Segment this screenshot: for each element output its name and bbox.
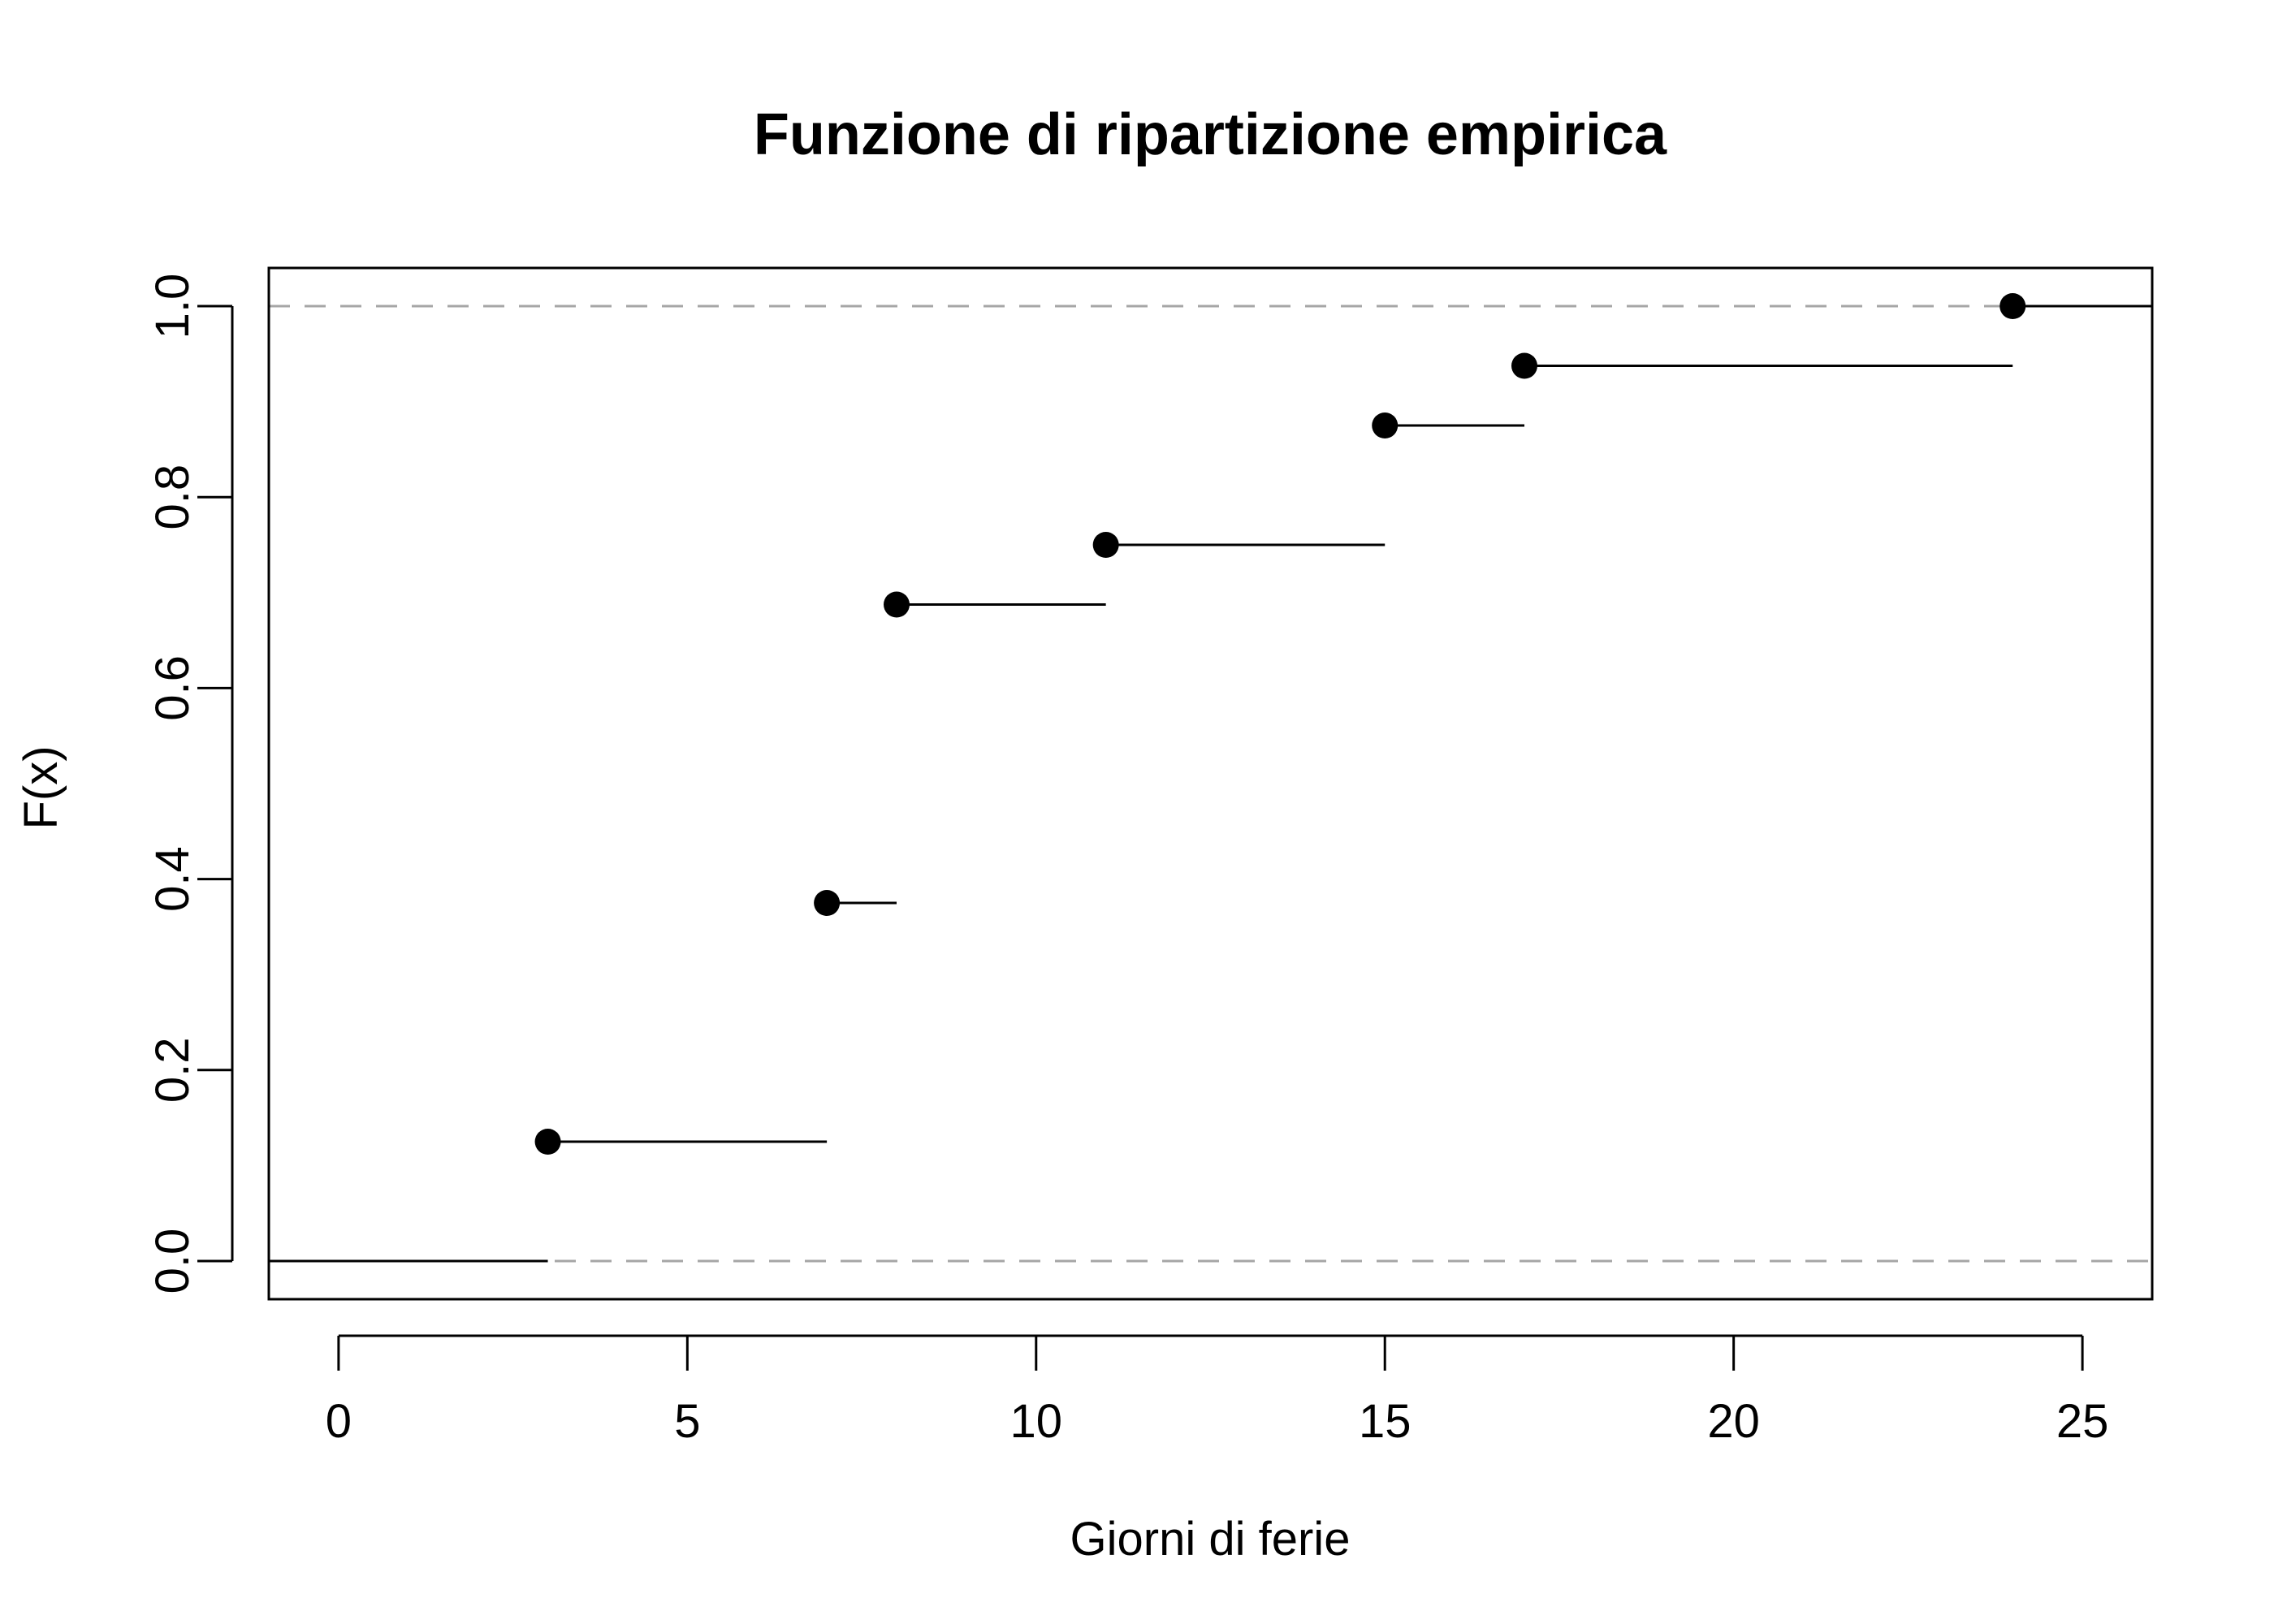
step-point xyxy=(1372,412,1399,438)
step-point xyxy=(534,1129,561,1155)
step-point xyxy=(814,890,841,916)
x-tick-label: 15 xyxy=(1359,1395,1412,1448)
reference-lines xyxy=(269,304,2152,1263)
x-tick-label: 10 xyxy=(1010,1395,1063,1448)
step-point xyxy=(1999,293,2026,319)
x-axis-label: Giorni di ferie xyxy=(1070,1513,1351,1566)
x-tick-label: 5 xyxy=(674,1395,700,1448)
y-tick-label: 0.6 xyxy=(146,655,199,721)
plot-frame xyxy=(267,266,2154,1301)
y-axis: 0.0 0.2 0.4 0.6 0.8 1.0 xyxy=(146,274,234,1294)
y-tick-label: 0.8 xyxy=(146,464,199,530)
x-tick-label: 25 xyxy=(2056,1395,2109,1448)
y-tick-label: 0.2 xyxy=(146,1037,199,1103)
step-point xyxy=(1092,532,1119,558)
y-tick-label: 0.4 xyxy=(146,846,199,912)
step-point xyxy=(884,591,910,618)
data-layer xyxy=(269,293,2152,1263)
y-tick-label: 1.0 xyxy=(146,274,199,339)
chart-title: Funzione di ripartizione empirica xyxy=(754,102,1667,167)
y-tick-label: 0.0 xyxy=(146,1229,199,1294)
x-tick-label: 20 xyxy=(1707,1395,1760,1448)
y-axis-label: F(x) xyxy=(15,745,67,829)
x-tick-label: 0 xyxy=(326,1395,352,1448)
step-point xyxy=(1511,352,1537,379)
x-axis: 0 5 10 15 20 25 xyxy=(326,1334,2109,1448)
